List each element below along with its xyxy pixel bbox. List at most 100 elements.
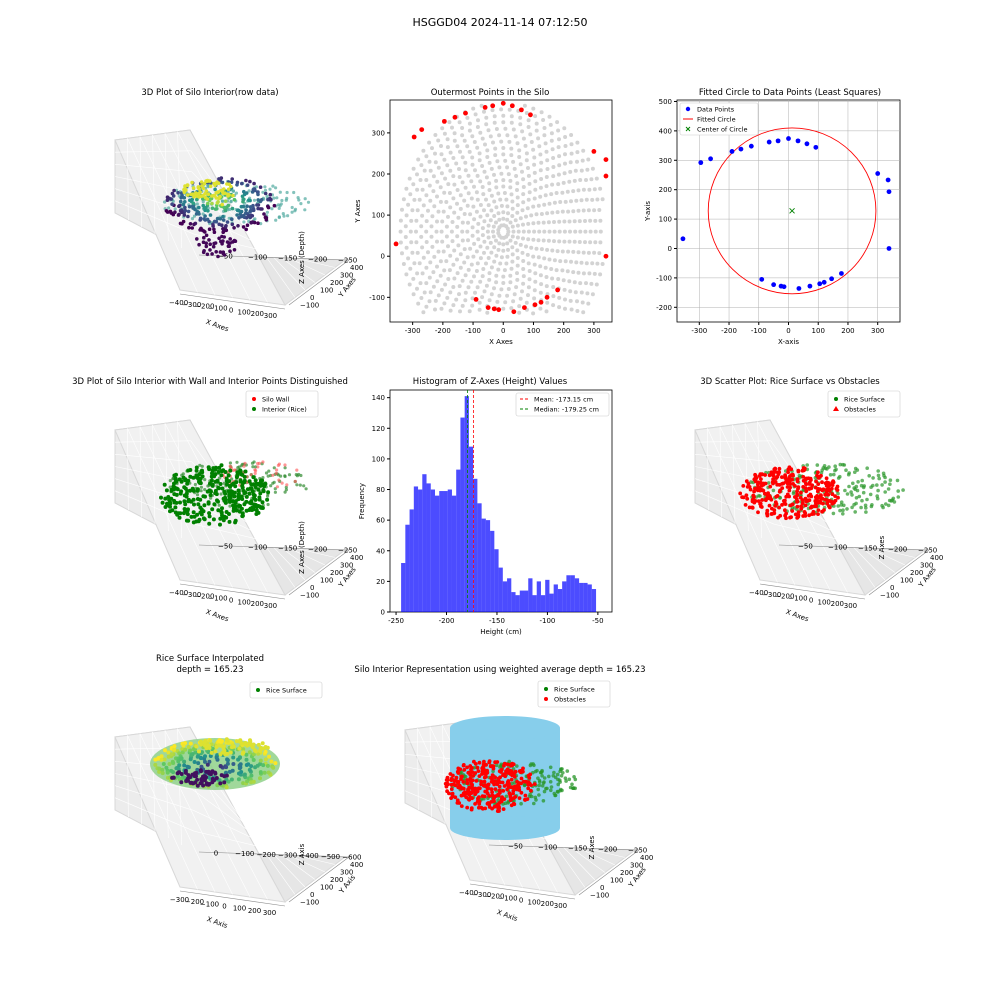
x-tick-label: -50: [592, 617, 603, 625]
scatter-point: [424, 229, 429, 234]
rice-point: [875, 483, 879, 487]
gridline: [193, 810, 326, 873]
rice-point: [859, 505, 863, 510]
bar: [562, 581, 567, 612]
obstacle-point: [500, 795, 504, 799]
scatter-point: [524, 300, 529, 305]
obstacle-point: [756, 499, 761, 503]
scatter-point: [228, 249, 232, 253]
x-tick-label: 200: [248, 907, 261, 915]
scatter-point: [433, 133, 438, 137]
interior-point: [209, 474, 214, 479]
obstacle-point: [825, 501, 830, 506]
scatter-point: [497, 241, 502, 246]
y-tick-label: 400: [659, 127, 672, 135]
obstacle-point: [466, 770, 471, 775]
z-axis-label: Z Axis: [298, 843, 306, 865]
scatter-point: [498, 261, 503, 266]
surface-point: [262, 770, 267, 775]
scatter-point: [198, 463, 202, 467]
obstacle-point: [795, 492, 799, 497]
obstacle-point: [454, 775, 459, 780]
interior-point: [241, 480, 246, 485]
scatter-point: [517, 155, 522, 159]
scatter-point: [527, 269, 532, 273]
legend-label: Obstacles: [554, 696, 587, 704]
y-tick-label: 100: [372, 212, 385, 220]
surface-point: [210, 780, 215, 785]
scatter-point: [436, 249, 441, 254]
scatter-point: [563, 161, 567, 166]
scatter-point: [410, 250, 415, 255]
surface-point: [198, 739, 203, 744]
rice-point: [542, 789, 547, 794]
scatter-point: [452, 138, 457, 143]
scatter-point: [415, 250, 420, 255]
interior-point: [253, 485, 258, 490]
surface-point: [194, 774, 198, 779]
obstacle-point: [746, 481, 751, 486]
legend-marker: [544, 697, 548, 701]
z-axis-line: [488, 844, 640, 851]
interior-point: [219, 469, 224, 474]
scatter-point: [474, 209, 479, 214]
scatter-point: [451, 156, 456, 160]
surface-point: [218, 781, 223, 786]
x-axis-label: X Axes: [205, 318, 230, 334]
scatter-point: [513, 218, 518, 223]
scatter-point: [403, 235, 408, 239]
scatter-point: [201, 240, 206, 244]
rice-point: [852, 486, 856, 490]
interior-point: [259, 505, 264, 510]
rice-point: [857, 494, 862, 499]
scatter-point: [452, 276, 457, 281]
outer-point: [603, 173, 609, 179]
interior-point: [227, 519, 232, 524]
scatter-point: [458, 309, 462, 314]
outer-point: [463, 110, 468, 116]
scatter-point: [225, 182, 229, 186]
scatter-point: [259, 222, 263, 226]
scatter-point: [542, 229, 547, 234]
interior-point: [260, 478, 265, 483]
gridline: [127, 428, 198, 583]
scatter-point: [544, 184, 549, 189]
surface-point: [265, 763, 270, 768]
scatter-point: [213, 183, 217, 187]
scatter-point: [265, 194, 269, 199]
scatter-point: [544, 309, 549, 314]
scatter-point: [593, 240, 598, 245]
legend-marker: [685, 106, 691, 112]
surface-point: [188, 757, 193, 762]
scatter-point: [581, 310, 586, 315]
rice-point: [561, 771, 565, 775]
outer-point: [411, 134, 417, 140]
scatter-point: [460, 229, 465, 234]
x-axis-line: [179, 890, 286, 907]
obstacle-point: [777, 489, 782, 494]
obstacle-point: [526, 773, 531, 778]
scatter-point: [242, 220, 246, 224]
scatter-point: [236, 208, 240, 212]
obstacle-point: [815, 495, 820, 499]
obstacle-point: [467, 785, 472, 790]
scatter-point: [563, 297, 567, 302]
scatter-point: [218, 217, 223, 221]
scatter-point: [233, 239, 238, 243]
rice-point: [563, 776, 568, 780]
obstacle-point: [827, 489, 832, 493]
obstacle-point: [459, 785, 463, 790]
scatter-point: [201, 200, 205, 204]
scatter-point: [526, 166, 530, 170]
z-tick-label: −100: [248, 254, 267, 262]
scatter-point: [487, 298, 492, 303]
scatter-point: [214, 250, 218, 254]
scatter-point: [594, 176, 599, 181]
scatter-point: [594, 282, 599, 287]
scatter-point: [222, 205, 226, 210]
obstacle-point: [482, 775, 487, 780]
scatter-point: [258, 207, 263, 211]
rice-point: [822, 464, 827, 468]
scatter-point: [575, 150, 580, 155]
scatter-point: [280, 198, 284, 203]
